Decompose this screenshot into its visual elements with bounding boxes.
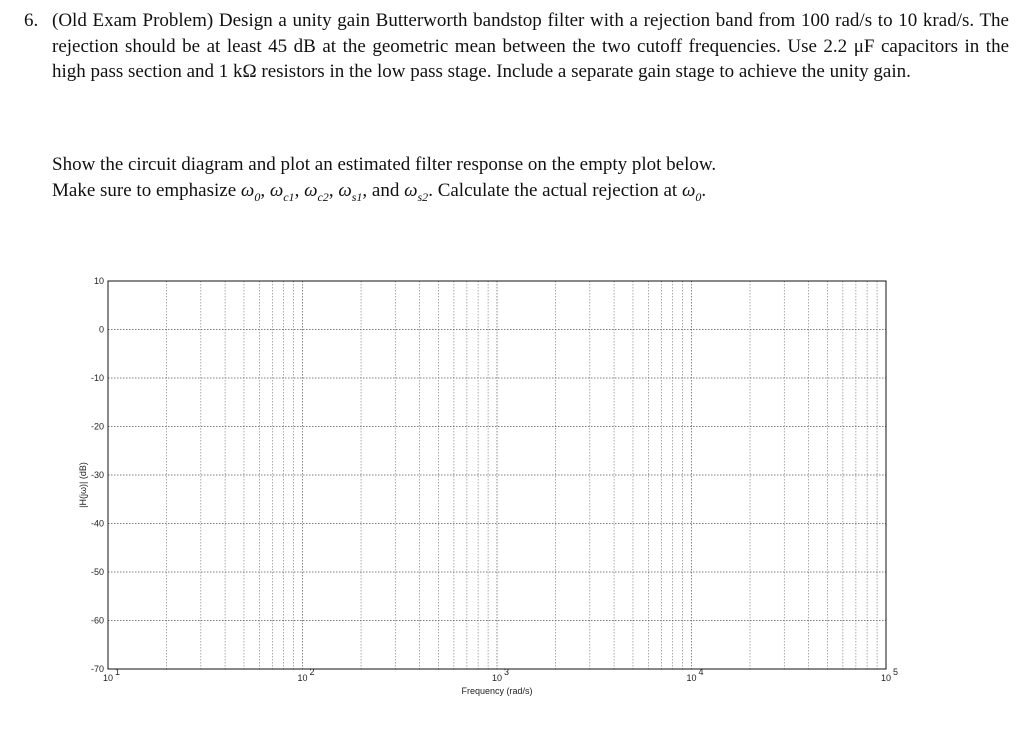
x-tick-exponent: 3 <box>504 667 509 677</box>
x-tick-label: 10 <box>297 673 307 683</box>
x-tick-label: 10 <box>686 673 696 683</box>
y-tick-label: -20 <box>91 422 104 432</box>
x-axis-label: Frequency (rad/s) <box>461 686 532 696</box>
y-tick-label: -30 <box>91 470 104 480</box>
x-tick-exponent: 1 <box>115 667 120 677</box>
x-tick-label: 10 <box>881 673 891 683</box>
plot-frame <box>107 280 887 670</box>
instruction-calc: . Calculate the actual rejection at <box>428 180 678 201</box>
y-tick-label: -10 <box>91 373 104 383</box>
instruction-and: and <box>371 180 400 201</box>
y-tick-label: -40 <box>91 519 104 529</box>
x-tick-exponent: 2 <box>310 667 315 677</box>
instruction-line-1: Show the circuit diagram and plot an est… <box>52 154 717 175</box>
omega-0: ω0 <box>240 180 261 204</box>
x-tick-exponent: 5 <box>893 667 898 677</box>
omega-0-end: ω0 <box>681 180 702 204</box>
x-tick-label: 10 <box>492 673 502 683</box>
omega-s2: ωs2 <box>404 180 429 204</box>
y-tick-label: 10 <box>94 276 104 286</box>
omega-s1: ωs1 <box>338 180 363 204</box>
y-tick-label: 0 <box>99 325 104 335</box>
instructions: Show the circuit diagram and plot an est… <box>52 152 952 210</box>
x-tick-label: 10 <box>103 673 113 683</box>
plot-grid <box>108 281 886 669</box>
y-tick-label: -70 <box>91 664 104 674</box>
y-tick-label: -60 <box>91 616 104 626</box>
x-tick-exponent: 4 <box>699 667 704 677</box>
y-axis-label: |H(jω)| (dB) <box>78 462 88 508</box>
instruction-line-2-prefix: Make sure to emphasize <box>52 180 241 201</box>
problem-statement: 6. (Old Exam Problem) Design a unity gai… <box>24 8 1009 85</box>
y-tick-label: -50 <box>91 567 104 577</box>
instruction-line-2: Make sure to emphasize ω0, ωc1, ωc2, ωs1… <box>52 180 707 204</box>
problem-number: 6. <box>24 10 39 31</box>
omega-c1: ωc1 <box>269 180 295 204</box>
omega-c2: ωc2 <box>304 180 329 204</box>
problem-text: (Old Exam Problem) Design a unity gain B… <box>52 10 1009 82</box>
